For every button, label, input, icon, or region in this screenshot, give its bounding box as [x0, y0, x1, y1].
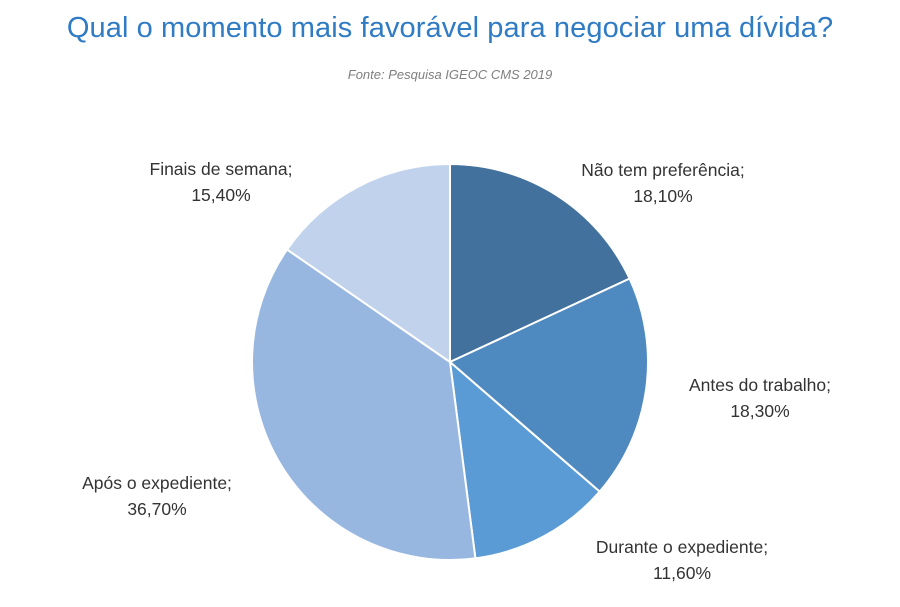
slice-value-label: 15,40%: [191, 185, 250, 205]
slice-value-label: 36,70%: [127, 499, 186, 519]
pie-slice: [449, 162, 631, 364]
pie-slice: [285, 162, 451, 364]
chart-title: Qual o momento mais favorável para negoc…: [66, 12, 834, 44]
slice-value-label: 18,30%: [730, 401, 789, 421]
slice-value-label: 18,10%: [633, 186, 692, 206]
slice-label: Finais de semana;: [150, 159, 293, 179]
slice-label: Antes do trabalho;: [689, 375, 831, 395]
pie-slice: [251, 248, 477, 561]
chart-source: Fonte: Pesquisa IGEOC CMS 2019: [347, 67, 553, 82]
slice-value-label: 11,60%: [653, 563, 711, 583]
slice-label: Após o expediente;: [82, 473, 232, 493]
slice-label: Não tem preferência;: [581, 160, 744, 180]
pie-slice: [448, 277, 649, 494]
slice-label: Durante o expediente;: [596, 537, 768, 557]
pie-slice: [448, 359, 602, 560]
